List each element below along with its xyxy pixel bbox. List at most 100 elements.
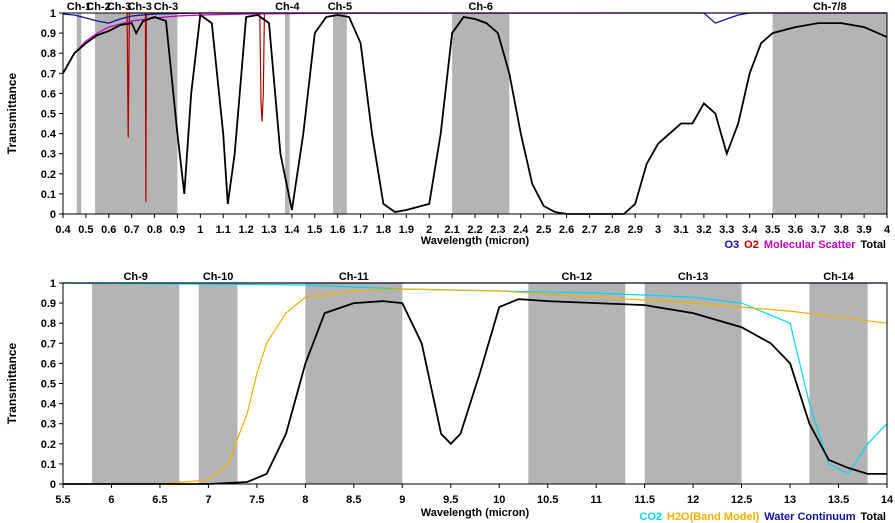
channel-band — [76, 13, 82, 214]
x-ticks-bottom: 5.5 6 6.5 7 7.5 8 8.5 9 9.5 10 10.5 11 11.5 12 12.5 13 1… — [55, 484, 894, 506]
channel-labels-top: Ch-1Ch-2Ch-3Ch-3 Ch-3 Ch-4 Ch-5 Ch-6 Ch-7/8 — [67, 1, 847, 13]
x-tick-label: 1.5 — [307, 224, 322, 236]
channel-label: Ch-14 — [823, 271, 854, 283]
channel-band — [772, 13, 887, 214]
channel-label: Ch-3 — [127, 1, 151, 13]
x-tick-label: 1.2 — [238, 224, 253, 236]
x-tick-label: 3.7 — [811, 224, 826, 236]
tir-panel: Ch-9 Ch-10 Ch-11 Ch-12 Ch-13 Ch-14 0 0.1 0.2 0.3… — [5, 271, 894, 523]
y-tick-label: 0.8 — [41, 48, 56, 60]
x-tick-label: 9 — [399, 494, 405, 506]
x-tick-label: 7 — [205, 494, 211, 506]
channel-band — [285, 13, 290, 214]
x-tick-label: 0.7 — [124, 224, 139, 236]
x-tick-label: 12.5 — [731, 494, 752, 506]
y-tick-label: 0.7 — [41, 68, 56, 80]
x-tick-label: 0.6 — [101, 224, 116, 236]
x-tick-label: 2.9 — [628, 224, 643, 236]
y-tick-label: 0.3 — [41, 149, 56, 161]
channel-label: Ch-1 — [67, 1, 91, 13]
legend-entry: Total — [861, 511, 886, 523]
channel-label: Ch-5 — [328, 1, 352, 13]
legend-entry: CO2 — [639, 511, 662, 523]
channel-label: Ch-10 — [203, 271, 234, 283]
x-tick-label: 2.1 — [444, 224, 459, 236]
channel-label: Ch-3 — [154, 1, 178, 13]
x-tick-label: 0.4 — [55, 224, 71, 236]
channel-band — [92, 283, 180, 484]
y-tick-label: 0.5 — [41, 109, 56, 121]
channel-band — [333, 13, 347, 214]
series-line — [62, 282, 888, 475]
legend-bottom: Total Water Continuum H2O(Band Model) CO2 — [639, 511, 886, 523]
vnir-panel: Ch-1Ch-2Ch-3Ch-3 Ch-3 Ch-4 Ch-5 Ch-6 Ch-7/8 0… — [5, 1, 891, 251]
x-tick-label: 2.2 — [467, 224, 482, 236]
channel-bands-bottom — [92, 283, 868, 484]
legend-entry: O3 — [724, 239, 739, 251]
y-tick-label: 0.9 — [41, 28, 56, 40]
legend-entry: Water Continuum — [764, 511, 855, 523]
x-tick-label: 2.8 — [605, 224, 620, 236]
x-tick-label: 1.3 — [261, 224, 276, 236]
series-line — [63, 288, 888, 485]
x-tick-label: 13.5 — [828, 494, 849, 506]
y-tick-label: 0.6 — [41, 88, 56, 100]
x-tick-label: 8.5 — [346, 494, 361, 506]
channel-label: Ch-7/8 — [813, 1, 847, 13]
y-tick-label: 0.9 — [41, 298, 56, 310]
x-tick-label: 14 — [881, 494, 894, 506]
channel-bands-top — [76, 13, 887, 214]
x-tick-label: 12 — [687, 494, 699, 506]
y-tick-label: 1 — [50, 278, 56, 290]
channel-labels-bottom: Ch-9 Ch-10 Ch-11 Ch-12 Ch-13 Ch-14 — [123, 271, 854, 283]
y-tick-label: 0.1 — [41, 459, 56, 471]
x-tick-label: 13 — [784, 494, 796, 506]
x-tick-label: 10.5 — [537, 494, 558, 506]
channel-label: Ch-13 — [678, 271, 709, 283]
x-ticks-top: 0.4 0.5 0.6 0.7 0.8 0.9 1 1.1 1.2 1.3 1.4 1.5 1.6 1.7… — [55, 214, 891, 236]
y-tick-label: 0 — [50, 209, 56, 221]
legend-entry: Molecular Scatter — [764, 239, 856, 251]
x-tick-label: 0.8 — [147, 224, 162, 236]
x-tick-label: 7.5 — [249, 494, 264, 506]
series-line — [63, 298, 887, 485]
plot-frame-bottom — [62, 282, 888, 485]
x-tick-label: 2.3 — [490, 224, 505, 236]
x-tick-label: 0.5 — [78, 224, 93, 236]
y-tick-label: 0.2 — [41, 169, 56, 181]
x-tick-label: 3.3 — [719, 224, 734, 236]
y-tick-label: 0.2 — [41, 439, 56, 451]
x-tick-label: 3 — [655, 224, 661, 236]
y-tick-label: 0.1 — [41, 189, 56, 201]
channel-label: Ch-2 — [86, 1, 110, 13]
x-tick-label: 1.1 — [216, 224, 231, 236]
x-axis-label-top: Wavelength (micron) — [421, 235, 530, 247]
x-tick-label: 2.6 — [559, 224, 574, 236]
channel-band — [644, 283, 742, 484]
x-tick-label: 11.5 — [634, 494, 655, 506]
channel-band — [452, 13, 510, 214]
channel-label: Ch-3 — [107, 1, 131, 13]
y-tick-label: 0.4 — [41, 129, 57, 141]
y-tick-label: 0.8 — [41, 318, 56, 330]
legend-top: Total Molecular Scatter O2 O3 — [724, 239, 886, 251]
y-axis-label-top: Transmittance — [5, 72, 19, 154]
x-tick-label: 10 — [493, 494, 505, 506]
y-tick-label: 0.3 — [41, 419, 56, 431]
x-tick-label: 2.5 — [536, 224, 551, 236]
series-line — [62, 13, 888, 215]
x-tick-label: 3.9 — [856, 224, 871, 236]
y-tick-label: 0 — [50, 479, 56, 491]
x-tick-label: 1.7 — [353, 224, 368, 236]
channel-label: Ch-12 — [562, 271, 593, 283]
legend-entry: O2 — [744, 239, 759, 251]
channel-label: Ch-4 — [275, 1, 300, 13]
x-tick-label: 1.9 — [399, 224, 414, 236]
x-tick-label: 6 — [108, 494, 114, 506]
channel-label: Ch-11 — [339, 271, 369, 283]
x-tick-label: 3.2 — [696, 224, 711, 236]
x-tick-label: 3.4 — [742, 224, 758, 236]
x-tick-label: 3.6 — [788, 224, 803, 236]
y-ticks-top: 0 0.1 0.2 0.3 0.4 0.5 0.6 0.7 0.8 0.9 1 — [41, 8, 63, 221]
x-tick-label: 8 — [302, 494, 308, 506]
